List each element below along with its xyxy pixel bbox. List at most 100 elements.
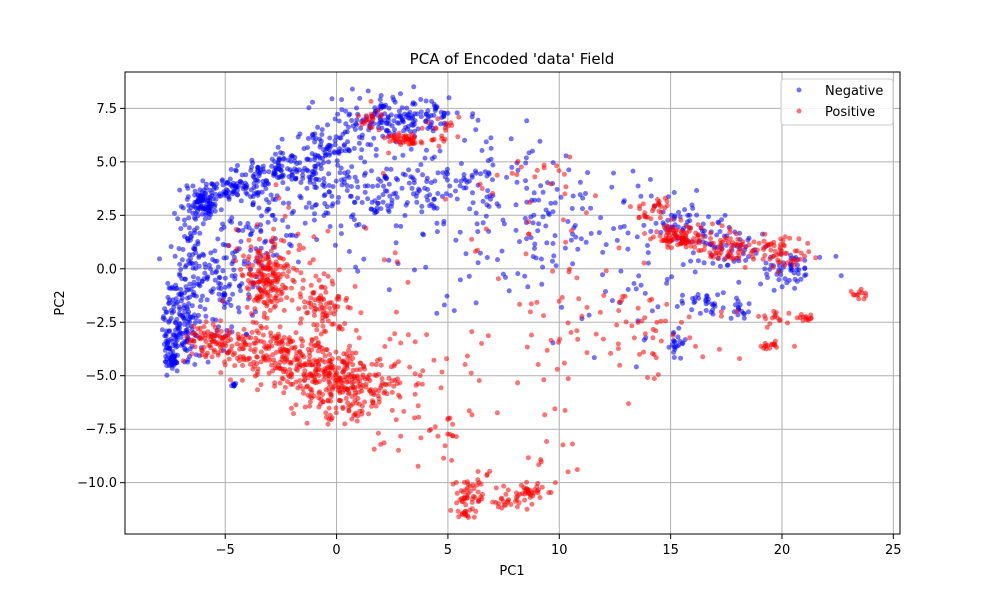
data-point bbox=[654, 319, 660, 325]
data-point bbox=[431, 357, 437, 363]
data-point bbox=[226, 356, 232, 362]
data-point bbox=[410, 113, 416, 119]
data-point bbox=[499, 248, 505, 254]
data-point bbox=[578, 236, 584, 242]
data-point bbox=[477, 181, 483, 187]
data-point bbox=[754, 247, 760, 253]
data-point bbox=[238, 288, 243, 294]
data-point bbox=[238, 267, 244, 273]
data-point bbox=[313, 335, 319, 341]
data-point bbox=[384, 391, 390, 397]
data-point bbox=[288, 360, 294, 366]
data-point bbox=[544, 439, 550, 444]
data-point bbox=[385, 203, 390, 209]
data-point bbox=[240, 228, 246, 233]
data-point bbox=[358, 125, 364, 131]
data-point bbox=[215, 236, 221, 242]
data-point bbox=[785, 320, 790, 326]
data-point bbox=[313, 176, 318, 182]
data-point bbox=[240, 273, 246, 279]
data-point bbox=[292, 357, 298, 363]
data-point bbox=[583, 191, 588, 196]
data-point bbox=[462, 362, 468, 367]
data-point bbox=[186, 202, 192, 208]
data-point bbox=[325, 228, 331, 234]
data-point bbox=[570, 441, 575, 447]
data-point bbox=[278, 297, 284, 303]
data-point bbox=[365, 142, 371, 147]
data-point bbox=[473, 210, 479, 216]
data-point bbox=[675, 242, 681, 248]
data-point bbox=[199, 278, 205, 284]
data-point bbox=[357, 382, 363, 387]
data-point bbox=[249, 311, 255, 317]
data-point bbox=[524, 185, 530, 191]
data-point bbox=[751, 239, 757, 245]
data-point bbox=[167, 318, 173, 324]
data-point bbox=[312, 211, 317, 217]
data-point bbox=[365, 196, 371, 202]
data-point bbox=[504, 174, 510, 180]
data-point bbox=[568, 330, 574, 335]
data-point bbox=[622, 293, 628, 299]
data-point bbox=[192, 192, 198, 198]
data-point bbox=[420, 368, 426, 374]
data-point bbox=[538, 459, 544, 465]
data-point bbox=[615, 346, 621, 352]
data-point bbox=[346, 148, 352, 154]
data-point bbox=[307, 175, 313, 181]
data-point bbox=[228, 167, 234, 172]
data-point bbox=[633, 286, 639, 292]
data-point bbox=[303, 204, 309, 210]
data-point bbox=[389, 133, 395, 139]
data-point bbox=[166, 301, 172, 306]
data-point bbox=[309, 204, 315, 210]
data-point bbox=[259, 325, 265, 331]
data-point bbox=[574, 275, 580, 281]
data-point bbox=[335, 199, 341, 205]
data-point bbox=[205, 359, 211, 365]
data-point bbox=[494, 172, 500, 178]
data-point bbox=[230, 291, 236, 297]
data-point bbox=[679, 341, 685, 347]
data-point bbox=[463, 251, 469, 257]
data-point bbox=[392, 99, 398, 105]
data-point bbox=[776, 277, 782, 283]
data-point bbox=[232, 350, 237, 356]
data-point bbox=[640, 201, 646, 207]
data-point bbox=[651, 206, 657, 211]
data-point bbox=[268, 333, 274, 339]
data-point bbox=[251, 282, 257, 288]
data-point bbox=[672, 213, 678, 219]
data-point bbox=[166, 346, 172, 352]
data-point bbox=[720, 305, 726, 311]
data-point bbox=[633, 364, 639, 370]
data-point bbox=[404, 105, 410, 111]
data-point bbox=[532, 174, 538, 180]
data-point bbox=[249, 228, 255, 234]
data-point bbox=[655, 201, 661, 207]
data-point bbox=[407, 137, 413, 143]
data-point bbox=[674, 304, 680, 309]
data-point bbox=[338, 398, 344, 404]
data-point bbox=[802, 266, 808, 272]
data-point bbox=[685, 212, 691, 218]
data-point bbox=[385, 128, 391, 134]
data-point bbox=[196, 254, 202, 260]
data-point bbox=[653, 220, 659, 226]
data-point bbox=[687, 335, 693, 341]
data-point bbox=[356, 335, 362, 341]
data-point bbox=[386, 105, 392, 111]
data-point bbox=[197, 230, 203, 236]
data-point bbox=[442, 196, 448, 202]
data-point bbox=[485, 333, 491, 339]
data-point bbox=[500, 498, 506, 504]
data-point bbox=[205, 274, 211, 280]
data-point bbox=[248, 187, 254, 193]
data-point bbox=[736, 255, 742, 261]
plot-frame bbox=[124, 71, 901, 535]
data-point bbox=[574, 328, 580, 334]
data-point bbox=[558, 194, 564, 200]
data-point bbox=[762, 231, 768, 237]
data-point bbox=[215, 264, 221, 270]
